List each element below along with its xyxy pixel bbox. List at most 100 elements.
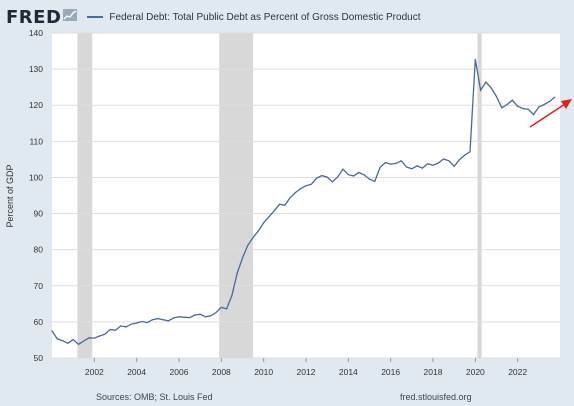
data-point	[464, 154, 466, 156]
data-point	[61, 340, 64, 342]
arrow-shaft	[529, 103, 566, 128]
data-point	[395, 162, 397, 164]
data-point	[538, 106, 540, 108]
arrow-head	[561, 99, 572, 109]
x-tick-label: 2022	[508, 367, 527, 377]
data-point	[517, 105, 519, 107]
y-tick-label: 70	[34, 281, 44, 291]
data-point	[490, 87, 492, 89]
recession-bands	[77, 33, 482, 358]
data-point	[400, 160, 402, 162]
data-point	[162, 319, 164, 321]
y-tick-label: 50	[34, 353, 44, 363]
data-point	[522, 107, 524, 110]
data-point	[263, 221, 265, 224]
data-point	[469, 151, 471, 153]
data-point	[458, 159, 461, 161]
x-tick-label: 2010	[254, 367, 273, 377]
data-point	[310, 183, 312, 185]
data-point	[204, 316, 207, 318]
data-point	[83, 340, 85, 342]
data-point	[247, 244, 249, 246]
data-point	[99, 335, 101, 337]
data-point	[294, 192, 297, 194]
data-point	[432, 164, 434, 166]
data-point	[130, 323, 132, 325]
data-point	[289, 197, 291, 199]
y-tick-label: 120	[29, 100, 43, 110]
data-point	[358, 171, 360, 173]
recession-band	[477, 33, 482, 358]
y-tick-label: 80	[34, 245, 44, 255]
x-tick-label: 2020	[466, 367, 485, 377]
data-point	[326, 176, 328, 178]
x-tick-label: 2006	[170, 367, 189, 377]
footer-site-link[interactable]: fred.stlouisfed.org	[400, 392, 472, 402]
x-tick-label: 2002	[85, 367, 104, 377]
data-point	[278, 203, 281, 205]
plot-background	[52, 33, 560, 358]
data-point	[411, 168, 413, 170]
data-point	[151, 319, 154, 321]
data-point	[125, 326, 127, 328]
data-point	[363, 174, 365, 176]
legend-line-swatch	[87, 16, 104, 18]
data-point	[379, 166, 381, 168]
data-point	[67, 342, 69, 344]
data-point	[527, 108, 529, 110]
data-point	[416, 165, 418, 167]
data-point	[167, 320, 170, 322]
data-point	[114, 329, 117, 331]
data-point	[257, 230, 259, 232]
x-tick-label: 2014	[339, 367, 358, 377]
data-point	[120, 325, 122, 327]
data-point	[368, 178, 371, 180]
y-tick-labels: 140 130 120 110 100 90 80 70 60 50	[29, 28, 43, 363]
data-point	[215, 311, 217, 314]
data-point	[268, 216, 270, 218]
data-point	[77, 343, 80, 345]
x-tick-label: 2004	[127, 367, 146, 377]
y-tick-label: 90	[34, 209, 44, 219]
x-tick-label: 2012	[297, 367, 316, 377]
data-point	[437, 162, 439, 164]
gridlines	[52, 32, 560, 362]
data-point	[495, 95, 498, 98]
data-point	[157, 318, 159, 320]
data-point	[284, 204, 286, 206]
x-tick-label: 2016	[381, 367, 400, 377]
data-point	[183, 316, 185, 318]
footer-source: Sources: OMB; St. Louis Fed	[96, 392, 213, 402]
x-tick-label: 2018	[424, 367, 443, 377]
data-point	[252, 236, 254, 238]
data-point	[532, 114, 535, 116]
data-point	[442, 158, 445, 160]
y-tick-label: 130	[29, 64, 43, 74]
data-point	[141, 320, 143, 323]
data-point	[104, 333, 106, 335]
fred-logo[interactable]: FRED	[6, 6, 62, 28]
data-point	[51, 330, 53, 332]
data-point	[88, 337, 90, 339]
data-point	[109, 328, 111, 331]
data-point	[353, 175, 355, 177]
data-point	[220, 306, 222, 309]
data-point	[390, 163, 392, 165]
data-point	[342, 168, 344, 170]
data-point	[405, 166, 408, 168]
data-point	[56, 338, 58, 340]
x-tick-labels: 2002 2004 2006 2008 2010 2012 2014 2016 2018 2020…	[85, 367, 528, 377]
data-point	[305, 185, 307, 187]
data-point	[226, 308, 228, 310]
data-point	[210, 315, 212, 317]
data-point	[485, 81, 487, 83]
data-point	[511, 99, 513, 101]
data-point	[374, 180, 376, 183]
y-tick-label: 100	[29, 172, 43, 182]
data-point	[347, 173, 349, 176]
y-tick-label: 60	[34, 317, 44, 327]
data-point	[136, 322, 138, 324]
data-point	[273, 210, 275, 212]
data-point	[194, 314, 196, 316]
